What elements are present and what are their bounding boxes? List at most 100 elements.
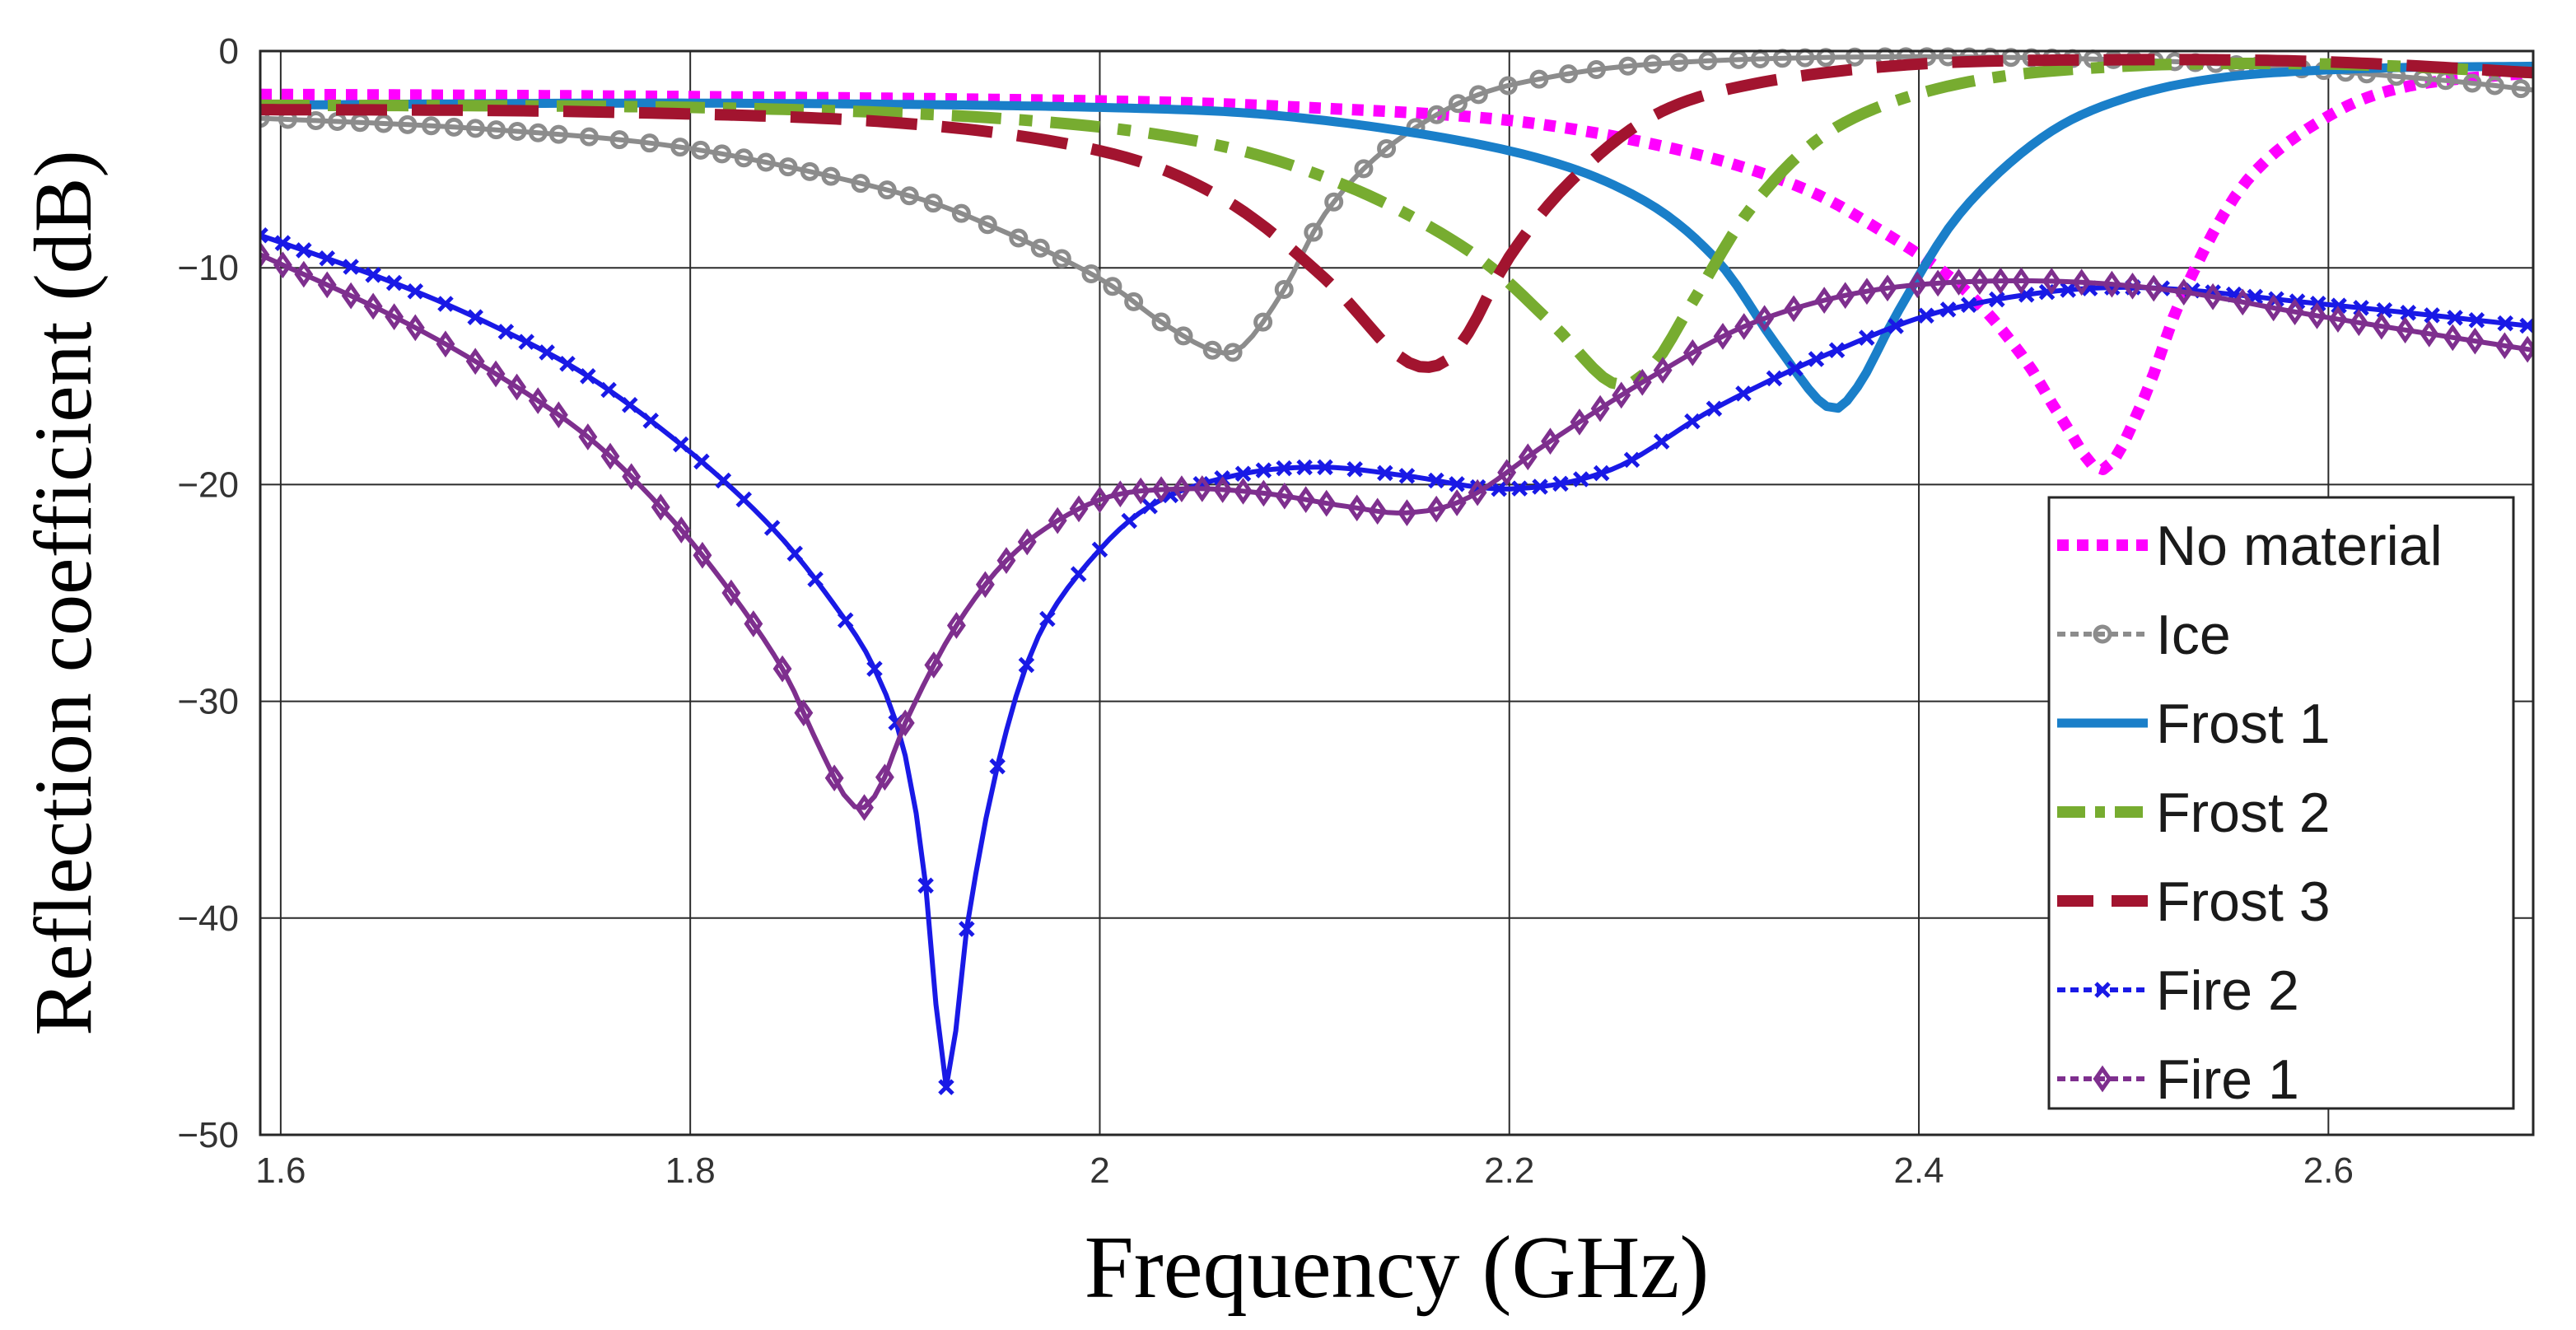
x-marker [497, 324, 515, 340]
circle-marker [1052, 249, 1071, 268]
diamond-marker [1814, 287, 1834, 314]
circle-marker [1498, 76, 1518, 96]
diamond-marker [1928, 269, 1948, 297]
y-axis-label: Reflection coefficient (dB) [17, 150, 109, 1036]
legend-entry: No material [2057, 515, 2443, 577]
diamond-marker [385, 303, 404, 330]
x-marker [1491, 480, 1507, 497]
x-marker [1989, 291, 2005, 308]
x-marker [343, 259, 359, 275]
legend-label: Frost 3 [2156, 870, 2331, 933]
diamond-marker [2203, 282, 2223, 310]
x-marker [467, 309, 483, 325]
diamond-marker [744, 610, 763, 637]
diamond-marker [486, 360, 506, 388]
x-marker [1787, 360, 1804, 377]
diamond-marker [1468, 478, 1487, 506]
diamond-marker [1426, 495, 1446, 523]
y-tick-label: −40 [177, 898, 239, 939]
diamond-marker [2349, 309, 2368, 337]
x-marker [1735, 385, 1752, 402]
circle-marker [1124, 292, 1144, 311]
x-marker [2468, 312, 2485, 329]
circle-marker [1845, 47, 1864, 67]
diamond-marker [693, 541, 712, 569]
circle-marker [1669, 53, 1689, 72]
diamond-marker [600, 442, 620, 470]
x-marker [365, 267, 381, 283]
diamond-marker [1970, 268, 1990, 295]
x-marker [1141, 497, 1158, 515]
diamond-marker [1317, 489, 1337, 517]
y-tick-label: −30 [177, 682, 239, 722]
diamond-marker [1784, 295, 1804, 323]
x-marker [735, 491, 753, 508]
circle-marker [1103, 277, 1122, 296]
legend-label: Frost 2 [2156, 782, 2331, 844]
circle-marker [978, 215, 997, 235]
x-marker [807, 571, 824, 588]
legend-entry: Frost 2 [2057, 782, 2331, 844]
diamond-marker [1151, 476, 1171, 503]
x-axis-label: Frequency (GHz) [1085, 1219, 1710, 1317]
diamond-marker [772, 655, 792, 683]
x-marker [1070, 566, 1087, 582]
circle-marker [1174, 326, 1193, 346]
x-marker [2497, 315, 2513, 332]
diamond-marker [2308, 302, 2326, 329]
diamond-marker [1682, 338, 1702, 366]
x-marker [2060, 282, 2076, 298]
circle-marker [528, 123, 548, 142]
legend-label: No material [2156, 515, 2443, 577]
diamond-marker [2285, 298, 2305, 326]
circle-marker [1030, 238, 1050, 258]
x-marker [621, 396, 638, 413]
plot-series [260, 47, 2533, 1095]
diamond-marker [1907, 271, 1927, 299]
x-marker [1653, 433, 1670, 450]
x-marker [1552, 475, 1569, 492]
series-line [260, 252, 2533, 810]
diamond-marker [1048, 506, 1067, 534]
circle-marker [1202, 340, 1222, 360]
circle-marker [691, 140, 711, 160]
x-marker [1296, 459, 1313, 476]
diamond-marker [2465, 327, 2485, 355]
diamond-marker [465, 348, 485, 376]
x-marker [296, 242, 312, 259]
circle-marker [1151, 312, 1171, 332]
circle-marker [1586, 60, 1606, 80]
x-marker [938, 1079, 954, 1095]
x-marker [1398, 468, 1416, 484]
x-marker [715, 472, 732, 489]
circle-marker [1698, 51, 1718, 71]
legend-label: Frost 1 [2156, 693, 2331, 755]
x-marker [1121, 512, 1137, 530]
diamond-marker [2372, 312, 2392, 340]
diamond-marker [2328, 306, 2348, 333]
x-tick-label: 2.6 [2303, 1150, 2354, 1191]
x-marker [2447, 310, 2463, 326]
circle-marker [1304, 222, 1323, 242]
circle-marker [2485, 76, 2504, 96]
x-tick-label: 2.2 [1484, 1150, 1534, 1191]
x-marker [2094, 982, 2111, 998]
circle-marker [1354, 159, 1374, 179]
circle-marker [756, 152, 776, 172]
diamond-marker [2494, 332, 2514, 360]
x-marker [539, 344, 555, 361]
legend-label: Ice [2156, 604, 2231, 666]
diamond-marker [1397, 499, 1416, 526]
x-marker [866, 660, 883, 677]
circle-marker [2462, 73, 2482, 93]
x-marker [1684, 413, 1701, 430]
diamond-marker [1518, 443, 1538, 471]
diamond-marker [1653, 357, 1673, 384]
x-marker [693, 453, 710, 470]
diamond-marker [622, 463, 642, 491]
diamond-marker [436, 330, 455, 358]
circle-marker [951, 203, 971, 223]
x-marker [786, 545, 804, 562]
x-marker [2424, 307, 2440, 324]
diamond-marker [924, 651, 944, 679]
